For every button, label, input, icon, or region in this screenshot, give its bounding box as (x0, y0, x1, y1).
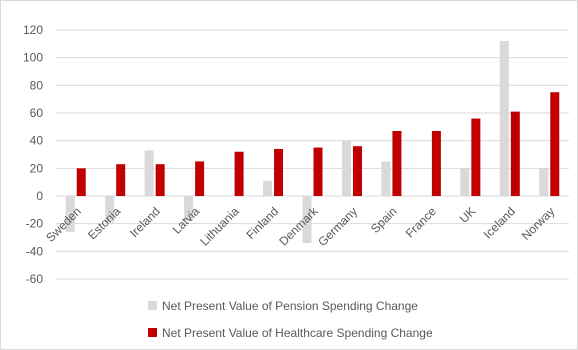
y-tick-label: -40 (26, 244, 44, 258)
bar-pension (539, 168, 549, 196)
x-category-label: UK (457, 204, 479, 226)
y-tick-label: 120 (23, 23, 43, 37)
bar-pension (302, 196, 312, 244)
legend-label: Net Present Value of Healthcare Spending… (162, 326, 433, 340)
bar-pension (263, 180, 273, 196)
bar-pension (381, 161, 391, 196)
bar-healthcare (76, 168, 86, 196)
x-category-label: Spain (368, 204, 400, 236)
x-category-label: Ireland (127, 204, 163, 240)
bar-healthcare (431, 130, 441, 196)
x-category-label: Lithuania (197, 204, 242, 249)
y-tick-label: 100 (23, 51, 43, 65)
bar-healthcare (234, 151, 244, 196)
y-tick-label: 20 (30, 161, 44, 175)
bar-healthcare (471, 118, 481, 196)
bar-healthcare (352, 146, 362, 196)
y-tick-label: 80 (30, 78, 44, 92)
bar-pension (341, 140, 351, 196)
bar-pension (65, 196, 75, 232)
bar-pension (105, 196, 115, 223)
bar-pension (460, 168, 470, 196)
x-category-label: Sweden (43, 204, 84, 245)
y-tick-label: 40 (30, 134, 44, 148)
x-category-label: Finland (243, 204, 281, 242)
x-category-label: France (403, 204, 440, 241)
y-tick-label: -20 (26, 217, 44, 231)
bar-pension (144, 150, 154, 196)
bar-healthcare (392, 130, 402, 196)
legend-swatch (148, 328, 157, 337)
bar-pension (184, 196, 194, 221)
bar-healthcare (550, 92, 560, 196)
y-tick-label: 60 (30, 106, 44, 120)
bar-healthcare (510, 111, 520, 196)
y-tick-label: -60 (26, 272, 44, 286)
x-category-label: Germany (315, 204, 360, 249)
bar-healthcare (195, 161, 205, 196)
bar-healthcare (155, 164, 165, 196)
bar-pension (499, 41, 509, 196)
legend-item: Net Present Value of Healthcare Spending… (148, 326, 433, 340)
legend-item: Net Present Value of Pension Spending Ch… (148, 299, 418, 313)
bar-healthcare (313, 147, 323, 196)
bar-healthcare (116, 164, 126, 196)
x-category-label: Denmark (276, 204, 321, 249)
legend-swatch (148, 301, 157, 310)
bar-healthcare (274, 148, 284, 196)
x-category-label: Iceland (481, 204, 518, 241)
y-tick-label: 0 (36, 189, 43, 203)
legend-label: Net Present Value of Pension Spending Ch… (162, 299, 418, 313)
